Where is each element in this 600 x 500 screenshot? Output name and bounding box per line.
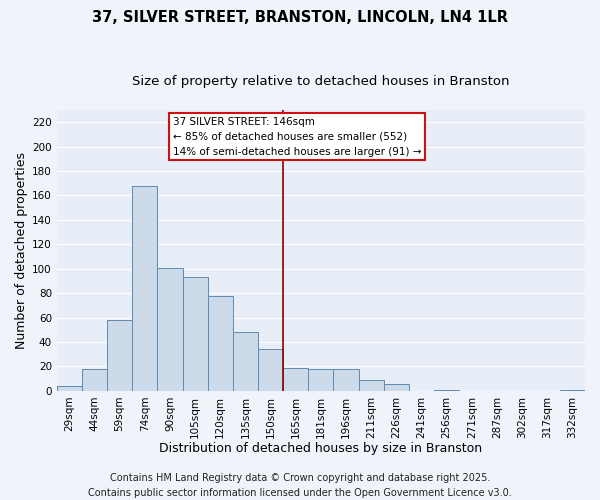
Bar [308,369,334,391]
Text: 37 SILVER STREET: 146sqm
← 85% of detached houses are smaller (552)
14% of semi-: 37 SILVER STREET: 146sqm ← 85% of detach… [173,117,421,156]
Bar [82,369,107,391]
Bar [233,332,258,391]
Bar [132,186,157,391]
Y-axis label: Number of detached properties: Number of detached properties [15,152,28,349]
Bar [208,296,233,391]
Bar [283,368,308,391]
Bar [384,384,409,391]
Bar [434,390,459,391]
Text: 37, SILVER STREET, BRANSTON, LINCOLN, LN4 1LR: 37, SILVER STREET, BRANSTON, LINCOLN, LN… [92,10,508,25]
Bar [359,380,384,391]
Title: Size of property relative to detached houses in Branston: Size of property relative to detached ho… [132,75,509,88]
Bar [182,278,208,391]
Bar [107,320,132,391]
Bar [258,350,283,391]
Bar [334,369,359,391]
Bar [57,386,82,391]
Bar [560,390,585,391]
X-axis label: Distribution of detached houses by size in Branston: Distribution of detached houses by size … [160,442,482,455]
Bar [157,268,182,391]
Text: Contains HM Land Registry data © Crown copyright and database right 2025.
Contai: Contains HM Land Registry data © Crown c… [88,472,512,498]
